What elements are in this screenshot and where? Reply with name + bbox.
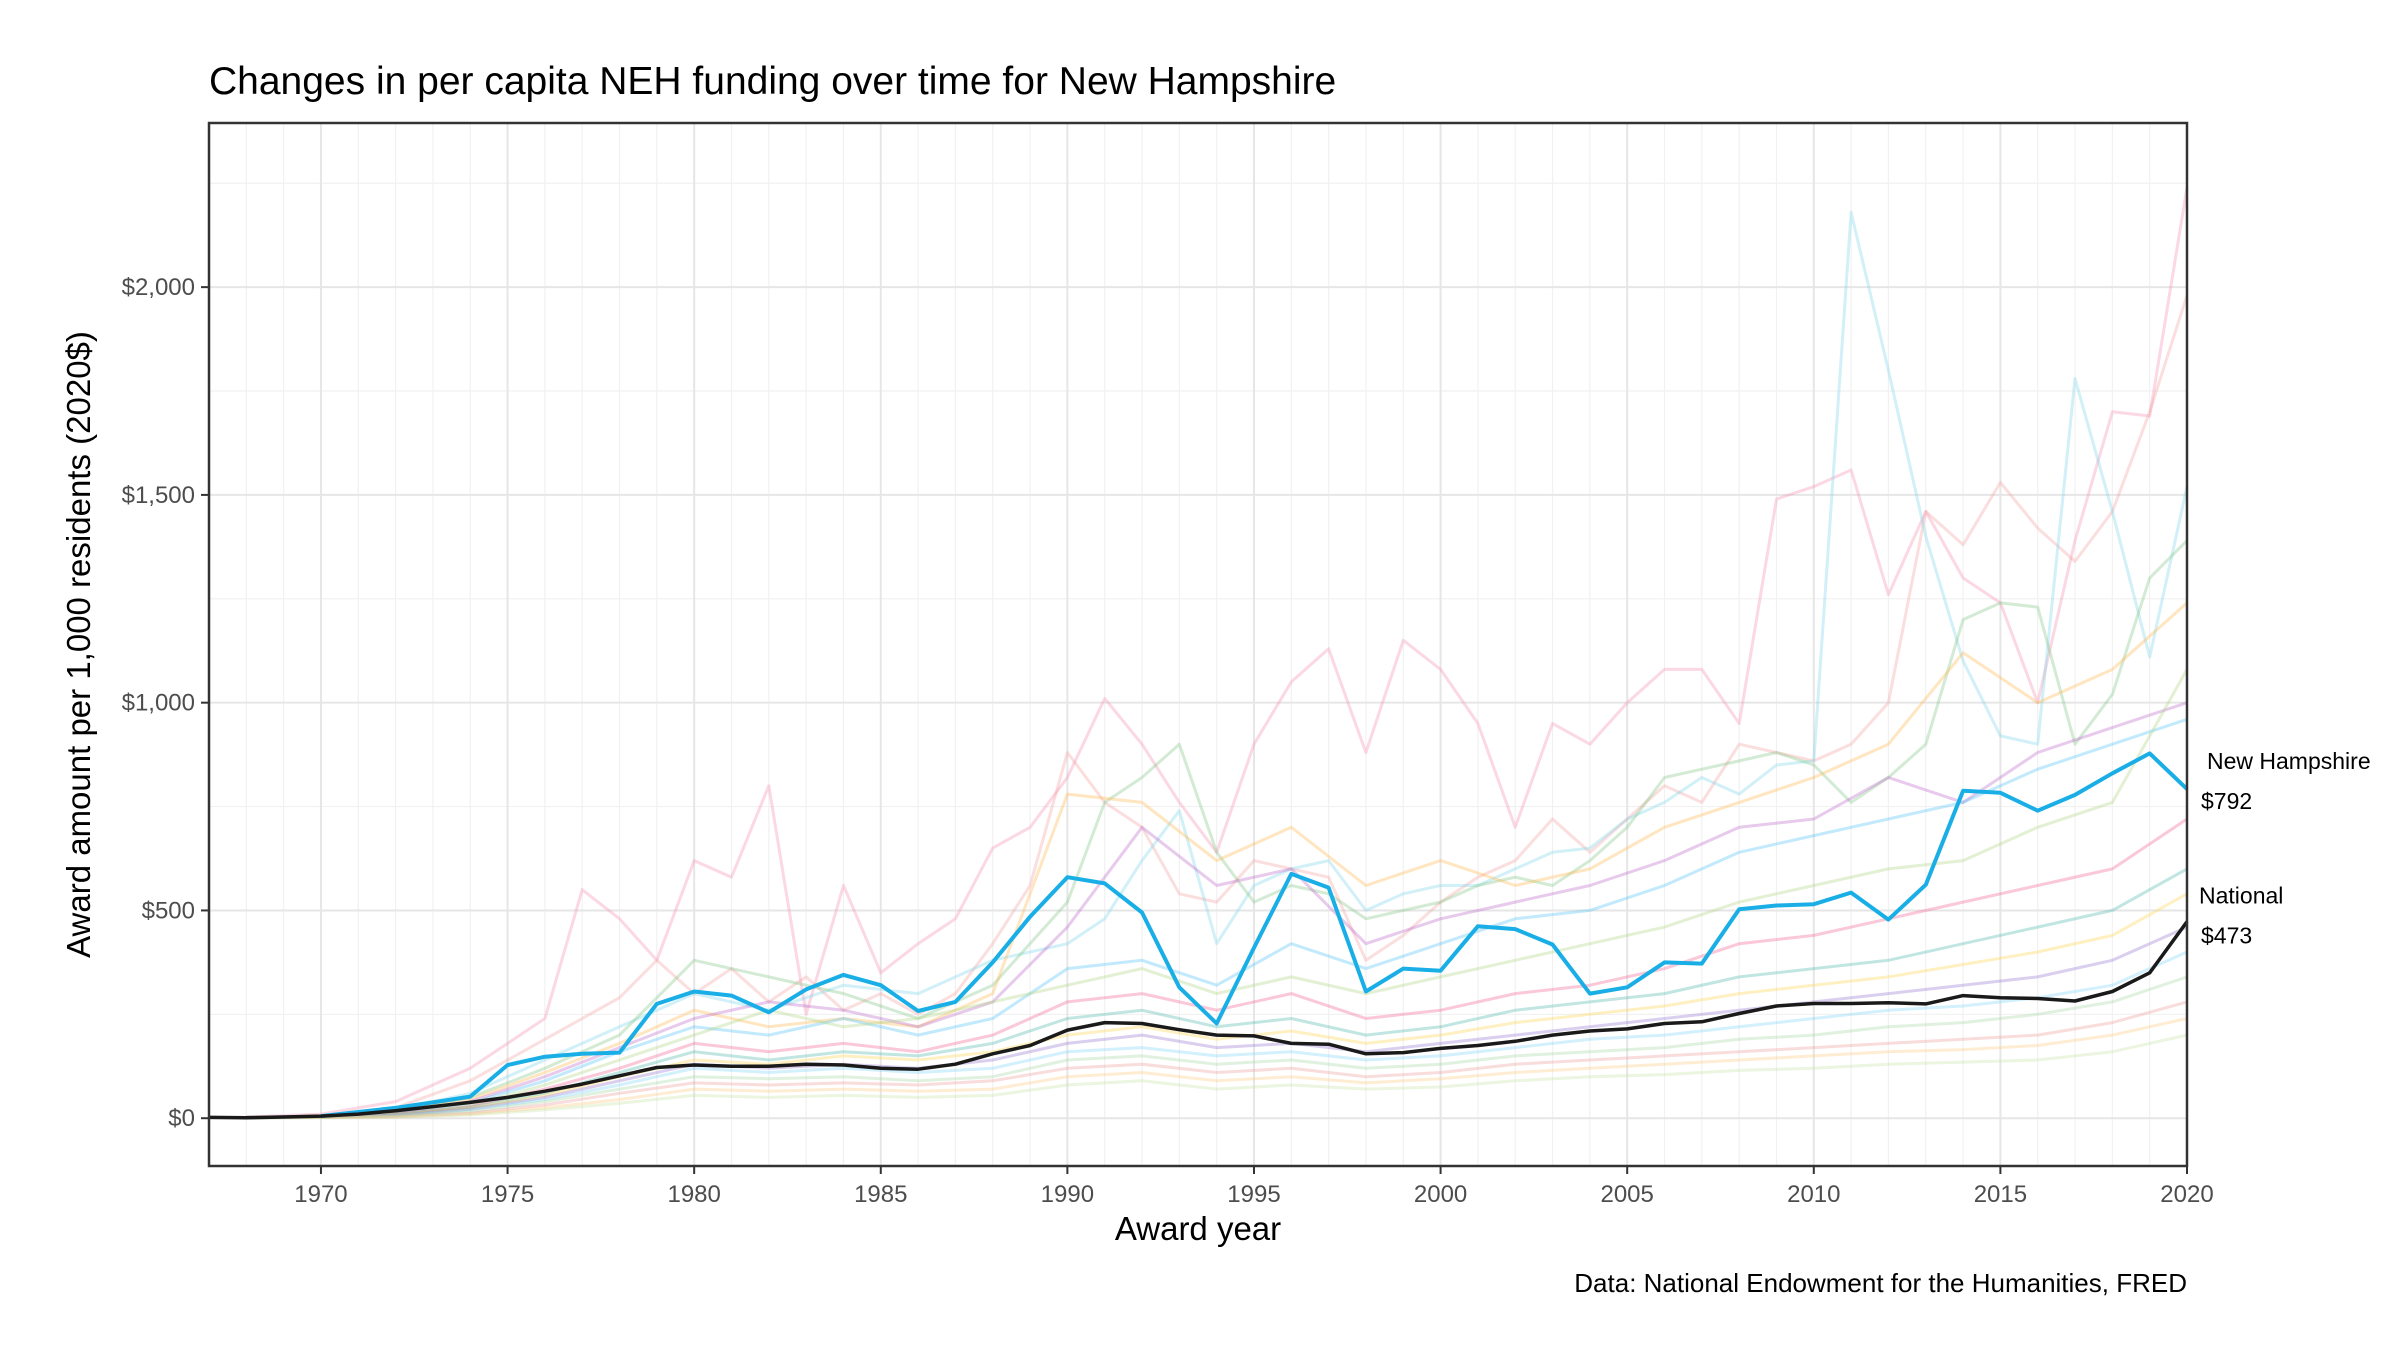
national-series-name-label: National [2199, 883, 2283, 909]
background-series-line [246, 1033, 2188, 1120]
x-tick-label: 2015 [1974, 1181, 2027, 1208]
y-tick-label: $1,500 [122, 482, 195, 509]
y-tick-label: $0 [168, 1105, 195, 1132]
background-series-line [246, 892, 2188, 1119]
x-axis-title: Award year [1115, 1210, 1281, 1247]
y-axis: $0 $500 $1,000 $1,500 $2,000 [122, 274, 209, 1132]
x-axis: 1970 1975 1980 1985 1990 1995 2000 2005 2010 2015… [294, 1166, 2214, 1208]
main-lines [208, 751, 2189, 1120]
background-series-line [246, 601, 2188, 1119]
grid-minor [208, 123, 2187, 1166]
x-tick-label: 1975 [481, 1181, 534, 1208]
background-series-line [246, 539, 2189, 1119]
background-series-line [246, 717, 2188, 1119]
chart-caption: Data: National Endowment for the Humanit… [1574, 1268, 2187, 1298]
national-series-value-label: $473 [2201, 923, 2252, 949]
background-series-line [246, 187, 2189, 1119]
background-series-line [246, 668, 2189, 1119]
background-series-line [246, 975, 2188, 1120]
y-tick-label: $2,000 [122, 274, 195, 301]
grid-major [209, 123, 2188, 1166]
x-tick-label: 1980 [667, 1181, 720, 1208]
highlight-series-line [320, 751, 2189, 1119]
background-series-line [246, 817, 2188, 1119]
y-tick-label: $500 [142, 897, 195, 924]
background-series-line [246, 1017, 2188, 1120]
x-tick-label: 2005 [1600, 1181, 1653, 1208]
x-tick-label: 1990 [1041, 1181, 1094, 1208]
background-series-line [246, 925, 2188, 1119]
panel-border [207, 121, 2189, 1168]
highlight-series-value-label: $792 [2201, 788, 2252, 814]
background-state-lines [246, 187, 2189, 1120]
x-tick-label: 1970 [294, 1181, 347, 1208]
y-axis-title: Award amount per 1,000 residents (2020$) [60, 331, 97, 958]
x-tick-label: 1985 [854, 1181, 907, 1208]
x-tick-label: 2010 [1787, 1181, 1840, 1208]
chart-title: Changes in per capita NEH funding over t… [209, 60, 1336, 103]
highlight-series-name-label: New Hampshire [2207, 748, 2371, 774]
national-series-line [208, 920, 2189, 1120]
x-tick-label: 1995 [1227, 1181, 1280, 1208]
background-series-line [246, 701, 2188, 1119]
x-tick-label: 2020 [2160, 1181, 2213, 1208]
y-tick-label: $1,000 [122, 690, 195, 717]
background-series-line [246, 950, 2188, 1120]
background-series-line [246, 1000, 2188, 1120]
background-series-line [246, 294, 2189, 1119]
x-tick-label: 2000 [1414, 1181, 1467, 1208]
